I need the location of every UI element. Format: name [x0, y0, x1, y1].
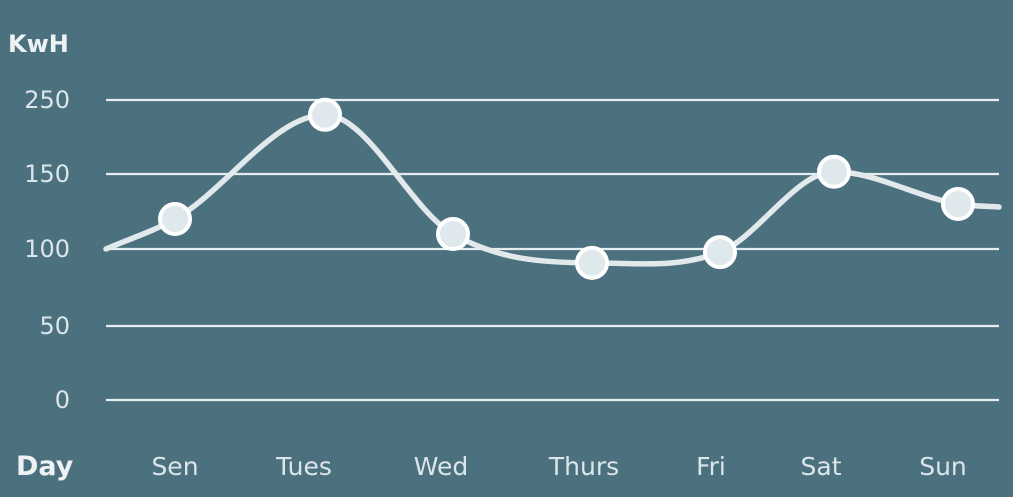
data-point	[308, 97, 342, 132]
x-axis-label: Day	[16, 451, 74, 482]
x-tick-label: Sat	[801, 452, 842, 481]
y-tick-label: 150	[24, 160, 70, 188]
data-point	[158, 202, 192, 236]
x-tick-label: Thurs	[548, 452, 619, 481]
data-point	[436, 217, 470, 251]
gridlines	[106, 98, 999, 402]
x-tick-label: Wed	[414, 452, 469, 481]
y-axis-ticks: 250 150 100 50 0	[24, 86, 70, 414]
data-point	[575, 245, 609, 280]
x-tick-label: Tues	[275, 452, 332, 481]
x-tick-label: Fri	[696, 452, 726, 481]
y-tick-label: 0	[55, 386, 70, 414]
series-line	[103, 112, 1002, 267]
data-points	[158, 97, 975, 280]
y-tick-label: 100	[24, 235, 70, 263]
y-tick-label: 250	[24, 86, 70, 114]
x-tick-label: Sun	[919, 452, 967, 481]
y-tick-label: 50	[39, 312, 70, 340]
y-axis-label: KwH	[8, 30, 69, 58]
data-point	[941, 187, 975, 221]
data-point	[817, 154, 851, 189]
data-point	[703, 235, 737, 270]
x-axis-ticks: Sen Tues Wed Thurs Fri Sat Sun	[151, 452, 966, 481]
x-tick-label: Sen	[151, 452, 198, 481]
